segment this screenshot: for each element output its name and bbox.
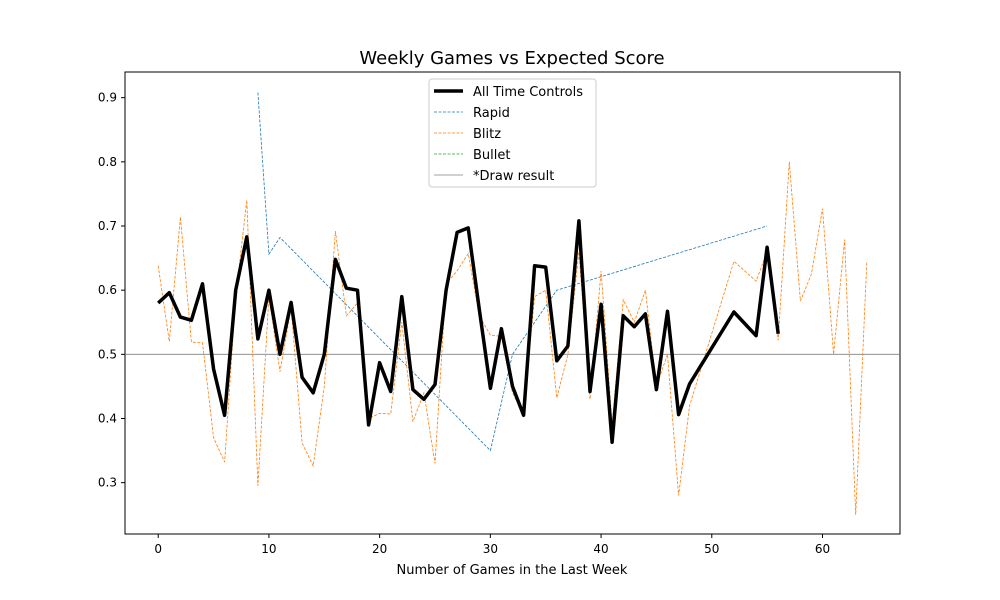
x-axis-label: Number of Games in the Last Week [397, 563, 628, 578]
series-line-rapid [257, 92, 768, 452]
legend-entry-draw-result: *Draw result [473, 169, 554, 184]
y-tick-label: 0.6 [98, 283, 117, 297]
chart-title: Weekly Games vs Expected Score [359, 48, 664, 69]
x-tick-label: 20 [372, 542, 387, 556]
legend-entry-blitz: Blitz [473, 127, 501, 142]
y-tick-label: 0.4 [98, 412, 117, 426]
legend: All Time Controls Rapid Blitz Bullet *Dr… [428, 78, 597, 188]
legend-entry-all-time-controls: All Time Controls [473, 85, 583, 100]
x-tick-label: 60 [815, 542, 830, 556]
y-tick-label: 0.8 [98, 155, 117, 169]
legend-box [428, 78, 597, 188]
legend-entry-bullet: Bullet [473, 148, 510, 163]
series-line-all-time-controls [157, 219, 780, 444]
y-tick-label: 0.7 [98, 219, 117, 233]
x-tick-label: 50 [704, 542, 719, 556]
series-line-blitz [157, 161, 868, 515]
y-tick-label: 0.5 [98, 347, 117, 361]
x-tick-label: 30 [483, 542, 498, 556]
plot-content [125, 92, 900, 515]
legend-entry-rapid: Rapid [473, 106, 510, 121]
x-tick-label: 10 [261, 542, 276, 556]
plot-area [124, 71, 901, 535]
x-tick-label: 0 [154, 542, 162, 556]
axis-ticks: 0 10 20 30 40 50 60 0.3 0.4 0.5 0.6 0.7 0.8 0.9 [98, 91, 830, 556]
y-tick-label: 0.3 [98, 476, 117, 490]
y-tick-label: 0.9 [98, 91, 117, 105]
x-tick-label: 40 [593, 542, 608, 556]
